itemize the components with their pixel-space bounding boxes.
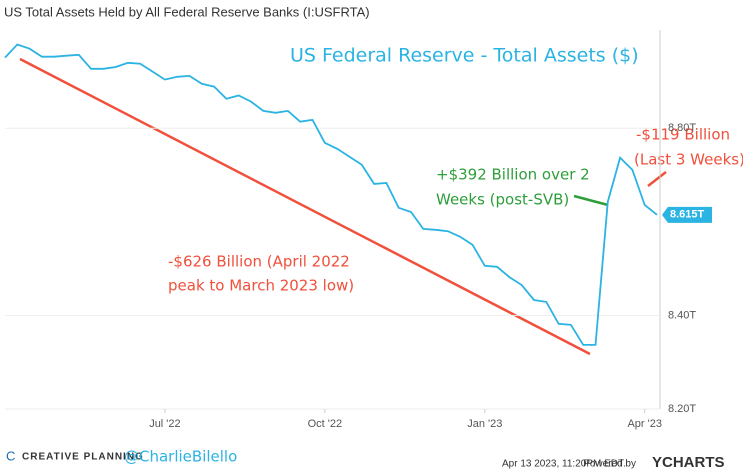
chart-title: US Total Assets Held by All Federal Rese… [4,4,370,19]
y-tick-label: 8.20T [668,403,696,415]
value-label-box [662,206,712,223]
annotation: +$392 Billion over 2 [436,166,590,184]
annotation: Weeks (post-SVB) [436,191,569,209]
x-tick-label: Jul '22 [149,418,180,430]
x-tick-label: Oct '22 [308,418,343,430]
arrow-annotation [573,194,609,207]
footer-brand: CREATIVE PLANNING [22,452,144,463]
footer-provider: YCHARTS [652,454,725,471]
trend-annotation-line [19,57,591,356]
value-label: 8.615T [670,209,705,221]
y-tick-label: 8.80T [668,122,696,134]
x-tick-label: Apr '23 [627,418,662,430]
annotation: (Last 3 Weeks) [634,151,743,169]
x-tick-label: Jan '23 [467,418,502,430]
annotation: peak to March 2023 low) [168,277,354,295]
annotation: -$626 Billion (April 2022 [168,253,350,271]
footer-handle: @CharlieBilello [124,448,237,466]
arrow-annotation [647,171,667,187]
footer-powered: Powered by [583,459,636,470]
footer-icon: C [6,448,15,463]
chart-subtitle: US Federal Reserve - Total Assets ($) [290,45,639,67]
data-line [4,43,658,346]
y-tick-label: 8.40T [668,309,696,321]
footer-timestamp: Apr 13 2023, 11:20PM EDT. [502,459,626,470]
